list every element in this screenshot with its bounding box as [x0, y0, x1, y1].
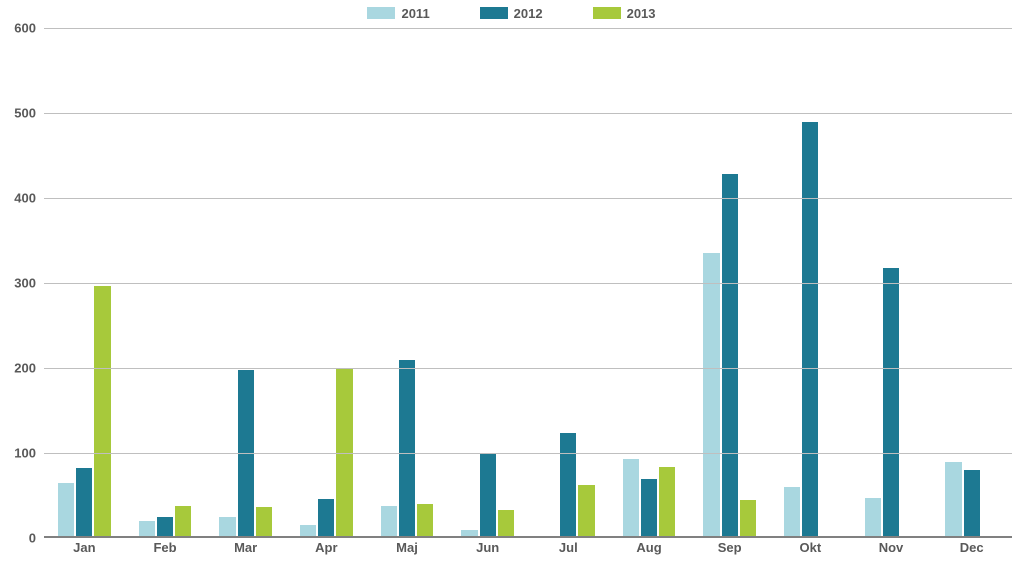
bar-2012-Jan [76, 468, 92, 538]
y-tick-label: 0 [29, 531, 44, 546]
bar-chart: 201120122013 0100200300400500600 JanFebM… [0, 0, 1023, 565]
x-tick-label: Apr [315, 540, 337, 555]
bar-2012-Sep [722, 174, 738, 538]
legend-swatch [593, 7, 621, 19]
y-tick-label: 300 [14, 276, 44, 291]
bar-2012-Nov [883, 268, 899, 538]
bar-2013-Jun [498, 510, 514, 538]
bar-2011-Maj [381, 506, 397, 538]
grid-line [44, 113, 1012, 114]
bar-2012-Apr [318, 499, 334, 538]
bar-2013-Mar [256, 507, 272, 538]
legend-label: 2012 [514, 6, 543, 21]
bar-2011-Jan [58, 483, 74, 538]
bar-2012-Feb [157, 517, 173, 538]
y-tick-label: 600 [14, 21, 44, 36]
bar-2013-Jul [578, 485, 594, 538]
x-tick-label: Jan [73, 540, 95, 555]
legend-item-2012: 2012 [480, 6, 543, 21]
x-tick-label: Okt [799, 540, 821, 555]
legend-swatch [480, 7, 508, 19]
x-tick-label: Sep [718, 540, 742, 555]
x-tick-label: Dec [960, 540, 984, 555]
bar-2012-Aug [641, 479, 657, 539]
legend-item-2013: 2013 [593, 6, 656, 21]
x-tick-label: Feb [153, 540, 176, 555]
grid-line [44, 453, 1012, 454]
bar-2012-Dec [964, 470, 980, 538]
bar-2011-Dec [945, 462, 961, 539]
y-tick-label: 500 [14, 106, 44, 121]
bar-2011-Aug [623, 459, 639, 538]
x-tick-label: Jun [476, 540, 499, 555]
bar-2013-Sep [740, 500, 756, 538]
bar-2012-Jun [480, 453, 496, 538]
y-tick-label: 100 [14, 446, 44, 461]
bar-2012-Jul [560, 433, 576, 538]
grid-line [44, 283, 1012, 284]
bar-2011-Nov [865, 498, 881, 538]
legend: 2011 2012 2013 [0, 0, 1023, 26]
x-tick-label: Jul [559, 540, 578, 555]
bar-2012-Okt [802, 122, 818, 539]
x-axis-labels: Jan Feb Mar Apr Maj Jun Jul Aug Sep Okt Nov Dec [44, 540, 1012, 562]
x-tick-label: Nov [879, 540, 904, 555]
bar-2011-Mar [219, 517, 235, 538]
grid-line [44, 368, 1012, 369]
bar-2013-Jan [94, 286, 110, 538]
x-tick-label: Maj [396, 540, 418, 555]
x-tick-label: Mar [234, 540, 257, 555]
legend-label: 2013 [627, 6, 656, 21]
bar-2013-Maj [417, 504, 433, 538]
bar-2013-Aug [659, 467, 675, 538]
y-tick-label: 200 [14, 361, 44, 376]
bar-2011-Sep [703, 253, 719, 538]
legend-label: 2011 [401, 6, 429, 21]
bar-2013-Feb [175, 506, 191, 538]
x-axis-baseline [44, 536, 1012, 538]
bar-2011-Okt [784, 487, 800, 538]
legend-item-2011: 2011 [367, 6, 429, 21]
x-tick-label: Aug [636, 540, 661, 555]
legend-swatch [367, 7, 395, 19]
grid-line [44, 198, 1012, 199]
grid-line [44, 28, 1012, 29]
bar-2012-Maj [399, 360, 415, 539]
y-tick-label: 400 [14, 191, 44, 206]
plot-area: 0100200300400500600 [44, 28, 1012, 538]
